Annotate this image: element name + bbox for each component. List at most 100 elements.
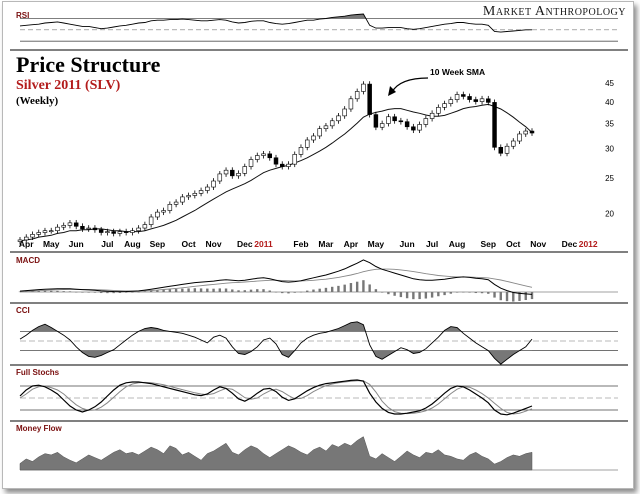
- macd-hist-bar: [31, 291, 34, 292]
- macd-hist-bar: [287, 292, 290, 294]
- macd-hist-bar: [249, 289, 253, 292]
- macd-hist-bar: [505, 292, 509, 302]
- macd-hist-bar: [274, 291, 278, 293]
- macd-hist-bar: [330, 286, 334, 292]
- macd-hist-bar: [524, 292, 527, 301]
- candle-body: [105, 231, 110, 233]
- candle-body: [148, 216, 154, 225]
- month-tick-label: Apr: [344, 239, 359, 249]
- macd-hist-bar: [143, 291, 147, 292]
- month-tick-label: Jul: [426, 239, 438, 249]
- candle-body: [504, 145, 510, 154]
- macd-hist-bar: [299, 291, 303, 293]
- candle-body: [130, 230, 135, 233]
- macd-hist-bar: [455, 292, 459, 293]
- macd-hist-bar: [437, 292, 440, 297]
- candle-body: [123, 231, 129, 233]
- candle-body: [242, 166, 248, 174]
- macd-hist-bar: [56, 290, 59, 292]
- candle-body: [436, 107, 441, 114]
- macd-hist-bar: [93, 292, 97, 293]
- candle-body: [67, 222, 73, 226]
- macd-hist-bar: [499, 292, 502, 301]
- macd-hist-bar: [474, 292, 478, 294]
- candle-body: [142, 224, 148, 229]
- macd-hist-bar: [68, 291, 72, 292]
- cci-line: [19, 321, 533, 365]
- macd-hist-bar: [81, 292, 84, 293]
- candle-body: [136, 227, 141, 232]
- macd-hist-bar: [162, 289, 165, 292]
- candle-body: [511, 140, 516, 147]
- month-tick-label: May: [43, 239, 60, 249]
- sma-annotation-arrowhead: [388, 86, 396, 96]
- macd-hist-bar: [306, 290, 309, 292]
- candle-body: [498, 146, 504, 154]
- candle-body: [230, 169, 235, 177]
- macd-hist-bar: [124, 292, 128, 293]
- candle-body: [205, 186, 210, 191]
- candle-body: [161, 210, 166, 213]
- macd-hist-bar: [131, 292, 134, 293]
- candle-body: [198, 190, 204, 194]
- candle-body: [248, 159, 254, 167]
- month-tick-label: Jul: [101, 239, 113, 249]
- candle-body: [361, 83, 366, 92]
- candle-body: [92, 227, 98, 231]
- macd-hist-bar: [112, 292, 115, 294]
- candle-body: [417, 124, 422, 131]
- macd-hist-bar: [518, 292, 521, 301]
- month-tick-label: Nov: [530, 239, 546, 249]
- price-tick-label: 35: [605, 120, 614, 129]
- macd-hist-bar: [337, 285, 340, 292]
- macd-hist-bar: [418, 292, 421, 300]
- macd-hist-bar: [243, 290, 246, 292]
- month-tick-label: Feb: [293, 239, 308, 249]
- macd-hist-bar: [187, 288, 190, 292]
- price-tick-label: 25: [605, 174, 614, 183]
- macd-hist-bar: [268, 290, 271, 292]
- macd-hist-bar: [443, 292, 446, 296]
- month-tick-label: Jun: [69, 239, 84, 249]
- candle-body: [267, 153, 272, 159]
- macd-hist-bar: [493, 292, 496, 298]
- candle-body: [304, 139, 310, 148]
- macd-hist-bar: [99, 292, 103, 294]
- candle-body: [180, 196, 185, 203]
- macd-hist-bar: [231, 289, 234, 292]
- cci-panel-label: CCI: [16, 306, 30, 315]
- macd-hist-bar: [262, 289, 265, 292]
- macd-hist-bar: [430, 292, 434, 298]
- money-flow-panel-label: Money Flow: [16, 424, 62, 433]
- price-tick-label: 30: [605, 144, 614, 153]
- candle-body: [354, 91, 360, 100]
- candle-body: [311, 135, 316, 141]
- macd-hist-bar: [412, 292, 415, 300]
- macd-hist-bar: [462, 291, 465, 293]
- month-tick-label: Aug: [124, 239, 141, 249]
- sma-annotation-arrow: [391, 77, 429, 93]
- cci-overbought-fill: [31, 321, 462, 332]
- candle-body: [280, 163, 285, 167]
- macd-hist-bar: [212, 288, 215, 292]
- candle-body: [48, 230, 54, 233]
- macd-hist-bar: [512, 292, 515, 302]
- month-tick-label: Mar: [318, 239, 334, 249]
- candle-body: [80, 225, 85, 230]
- candle-body: [404, 121, 410, 128]
- candle-body: [473, 99, 479, 102]
- price-yaxis: 20 25 30 35 40 45: [605, 79, 614, 219]
- candle-body: [98, 229, 104, 233]
- macd-line: [19, 259, 533, 295]
- candle-body: [155, 211, 160, 218]
- macd-hist-bar: [424, 292, 428, 299]
- candle-body: [442, 103, 447, 108]
- candle-body: [461, 94, 466, 97]
- candle-body: [398, 120, 404, 123]
- candle-body: [192, 193, 198, 196]
- candle-body: [292, 154, 297, 165]
- candle-body: [86, 227, 91, 230]
- candle-body: [42, 230, 48, 233]
- macd-hist-bar: [106, 292, 109, 294]
- month-tick-label: Oct: [506, 239, 520, 249]
